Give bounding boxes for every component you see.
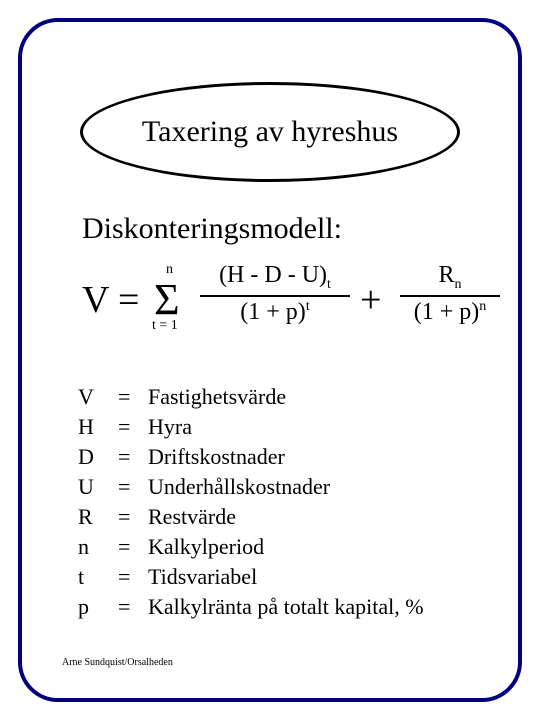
frac2-num-sub: n xyxy=(455,277,462,292)
def-row: R=Restvärde xyxy=(72,502,430,532)
def-text: Underhållskostnader xyxy=(142,472,430,502)
def-eq: = xyxy=(112,472,142,502)
frac1-num-main: (H - D - U) xyxy=(219,262,327,288)
def-text: Kalkylränta på totalt kapital, % xyxy=(142,592,430,622)
def-row: V=Fastighetsvärde xyxy=(72,382,430,412)
def-row: n=Kalkylperiod xyxy=(72,532,430,562)
def-text: Tidsvariabel xyxy=(142,562,430,592)
title-bubble: Taxering av hyreshus xyxy=(80,82,460,182)
fraction-2-bar xyxy=(400,295,500,297)
def-row: p=Kalkylränta på totalt kapital, % xyxy=(72,592,430,622)
frac2-num-main: R xyxy=(438,262,454,288)
sum-lower: t = 1 xyxy=(152,318,178,334)
fraction-1-denominator: (1 + p)t xyxy=(200,299,350,326)
footer-credit: Arne Sundquist/Orsalheden xyxy=(62,657,173,668)
def-row: H=Hyra xyxy=(72,412,430,442)
def-eq: = xyxy=(112,412,142,442)
fraction-1-bar xyxy=(200,295,350,297)
def-symbol: U xyxy=(72,472,112,502)
formula-plus: + xyxy=(360,278,381,322)
def-eq: = xyxy=(112,382,142,412)
def-text: Hyra xyxy=(142,412,430,442)
fraction-1-numerator: (H - D - U)t xyxy=(200,262,350,293)
def-symbol: t xyxy=(72,562,112,592)
def-symbol: H xyxy=(72,412,112,442)
def-eq: = xyxy=(112,562,142,592)
def-text: Restvärde xyxy=(142,502,430,532)
subtitle: Diskonteringsmodell: xyxy=(82,212,342,246)
def-symbol: R xyxy=(72,502,112,532)
def-eq: = xyxy=(112,592,142,622)
def-eq: = xyxy=(112,502,142,532)
def-symbol: V xyxy=(72,382,112,412)
def-eq: = xyxy=(112,442,142,472)
formula: V = Σ n t = 1 (H - D - U)t (1 + p)t + Rn… xyxy=(82,262,502,342)
definitions-table: V=Fastighetsvärde H=Hyra D=Driftskostnad… xyxy=(72,382,430,622)
fraction-1: (H - D - U)t (1 + p)t xyxy=(200,262,350,326)
frac1-den-main: (1 + p) xyxy=(240,299,306,325)
formula-lhs: V xyxy=(82,278,109,322)
def-eq: = xyxy=(112,532,142,562)
slide-title: Taxering av hyreshus xyxy=(142,115,398,149)
def-symbol: D xyxy=(72,442,112,472)
fraction-2-numerator: Rn xyxy=(400,262,500,293)
def-text: Driftskostnader xyxy=(142,442,430,472)
def-row: t=Tidsvariabel xyxy=(72,562,430,592)
def-text: Fastighetsvärde xyxy=(142,382,430,412)
fraction-2-denominator: (1 + p)n xyxy=(400,299,500,326)
def-text: Kalkylperiod xyxy=(142,532,430,562)
frac2-den-main: (1 + p) xyxy=(414,299,480,325)
frac1-den-sup: t xyxy=(306,299,310,314)
frac2-den-sup: n xyxy=(479,299,486,314)
def-symbol: n xyxy=(72,532,112,562)
formula-equals: = xyxy=(118,278,139,322)
sum-upper: n xyxy=(166,262,173,278)
def-symbol: p xyxy=(72,592,112,622)
slide-frame: Taxering av hyreshus Diskonteringsmodell… xyxy=(18,18,522,702)
def-row: U=Underhållskostnader xyxy=(72,472,430,502)
fraction-2: Rn (1 + p)n xyxy=(400,262,500,326)
def-row: D=Driftskostnader xyxy=(72,442,430,472)
frac1-num-sub: t xyxy=(327,277,331,292)
